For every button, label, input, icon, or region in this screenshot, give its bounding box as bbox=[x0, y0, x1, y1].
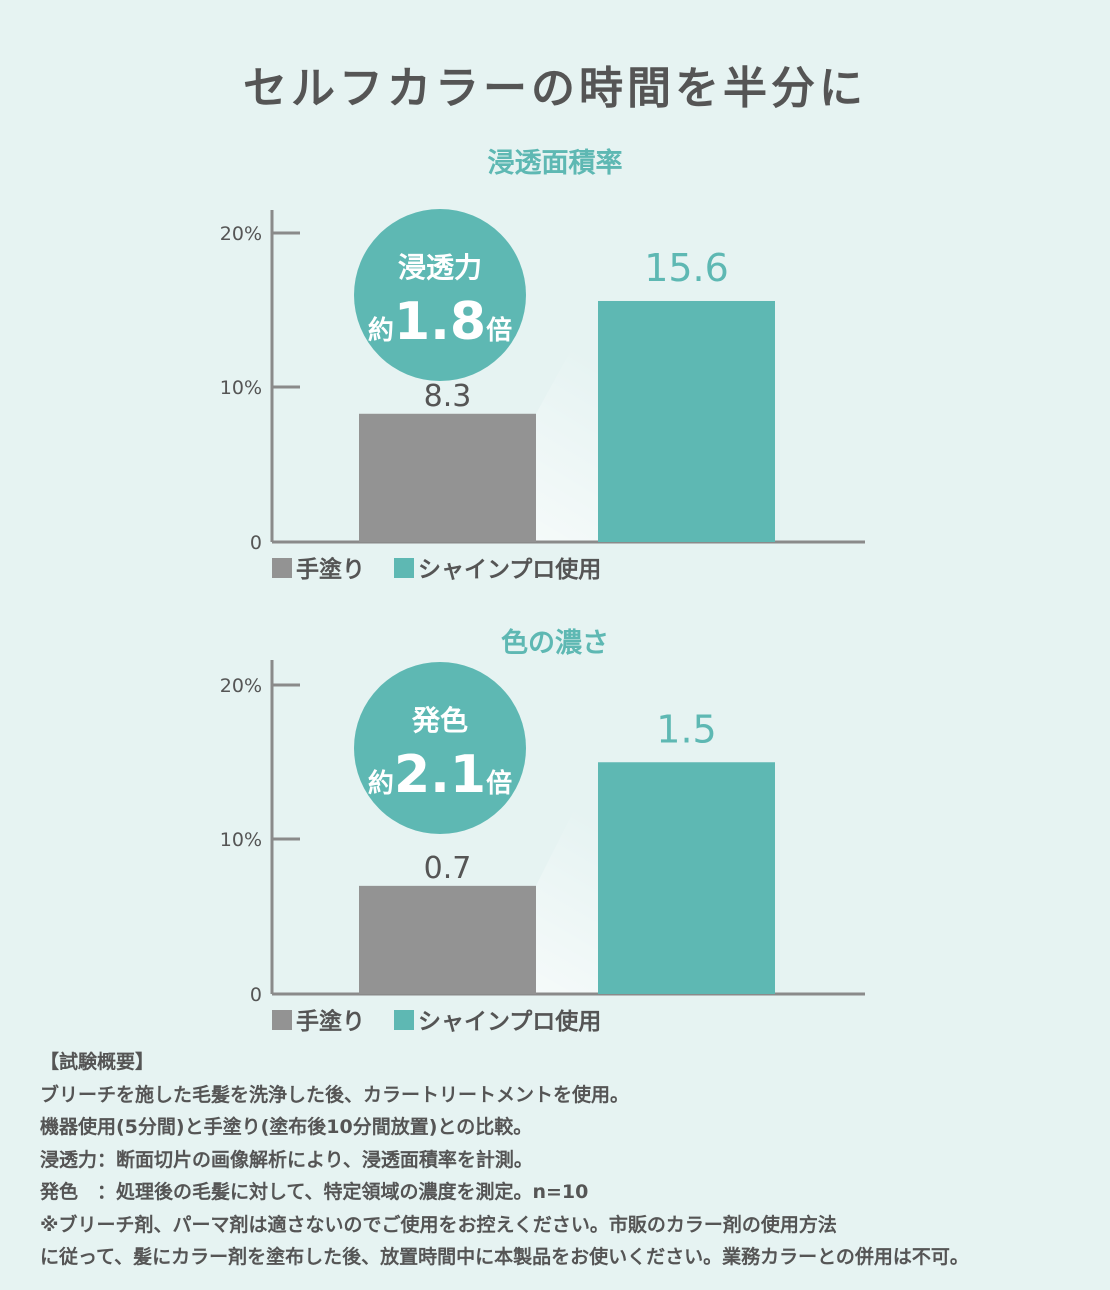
page-title: セルフカラーの時間を半分に bbox=[243, 63, 867, 114]
legend-label: 手塗り bbox=[296, 1008, 365, 1035]
legend-label: 手塗り bbox=[296, 556, 365, 583]
legend-swatch-device bbox=[394, 1010, 414, 1030]
data-label: 8.3 bbox=[424, 379, 472, 414]
badge-suffix: 倍 bbox=[486, 768, 512, 799]
badge-prefix: 約 bbox=[368, 315, 394, 346]
legend-label: シャインプロ使用 bbox=[418, 557, 601, 583]
notes-line: に従って、髪にカラー剤を塗布した後、放置時間中に本製品をお使いください。業務カラ… bbox=[40, 1246, 969, 1268]
notes-line: 発色 ：処理後の毛髪に対して、特定領域の濃度を測定。n=10 bbox=[40, 1181, 589, 1203]
chart-color-density: 色の濃さ 0 10% 20% 0.7 1.5 発色 約2.1倍 手塗り シャインプロ使用 bbox=[220, 627, 865, 1035]
y-tick-label: 10% bbox=[220, 377, 262, 399]
data-label: 15.6 bbox=[644, 246, 729, 290]
notes-line: ブリーチを施した毛髪を洗浄した後、カラートリートメントを使用。 bbox=[40, 1083, 630, 1106]
test-notes: 【試験概要】 ブリーチを施した毛髪を洗浄した後、カラートリートメントを使用。 機… bbox=[40, 1046, 1100, 1274]
badge-suffix: 倍 bbox=[486, 315, 512, 346]
legend-label: シャインプロ使用 bbox=[418, 1009, 601, 1035]
notes-line: 機器使用(5分間)と手塗り(塗布後10分間放置)との比較。 bbox=[40, 1116, 533, 1138]
legend-swatch-device bbox=[394, 558, 414, 578]
bar bbox=[598, 300, 775, 542]
bar bbox=[359, 413, 536, 542]
chart-penetration: 浸透面積率 0 10% 20% 8.3 15.6 浸透力 約1.8倍 手塗り シャインプロ使用 bbox=[0, 0, 1110, 600]
badge-number: 2.1 bbox=[394, 745, 486, 805]
notes-line: ※ブリーチ剤、パーマ剤は適さないのでご使用をお控えください。市販のカラー剤の使用… bbox=[40, 1213, 837, 1236]
chart-title: 色の濃さ bbox=[501, 627, 609, 659]
y-tick-label: 20% bbox=[220, 675, 262, 697]
data-label: 1.5 bbox=[656, 707, 716, 751]
chart-title: 浸透面積率 bbox=[488, 147, 623, 179]
badge-prefix: 約 bbox=[368, 768, 394, 799]
bar bbox=[598, 762, 775, 994]
badge-circle bbox=[354, 662, 526, 834]
legend-swatch-hand bbox=[272, 1010, 292, 1030]
notes-line: 浸透力：断面切片の画像解析により、浸透面積率を計測。 bbox=[40, 1148, 533, 1171]
badge-value: 約2.1倍 bbox=[368, 745, 512, 805]
y-tick-label: 0 bbox=[250, 984, 262, 1006]
badge-circle bbox=[354, 209, 526, 381]
badge-number: 1.8 bbox=[394, 292, 486, 352]
badge-label: 浸透力 bbox=[398, 251, 482, 284]
y-tick-label: 10% bbox=[220, 829, 262, 851]
bar bbox=[359, 885, 536, 994]
data-label: 0.7 bbox=[424, 851, 472, 886]
badge-label: 発色 bbox=[411, 704, 468, 737]
badge-value: 約1.8倍 bbox=[368, 292, 512, 352]
y-tick-label: 0 bbox=[250, 532, 262, 554]
y-tick-label: 20% bbox=[220, 223, 262, 245]
notes-heading: 【試験概要】 bbox=[40, 1051, 155, 1073]
legend-swatch-hand bbox=[272, 558, 292, 578]
